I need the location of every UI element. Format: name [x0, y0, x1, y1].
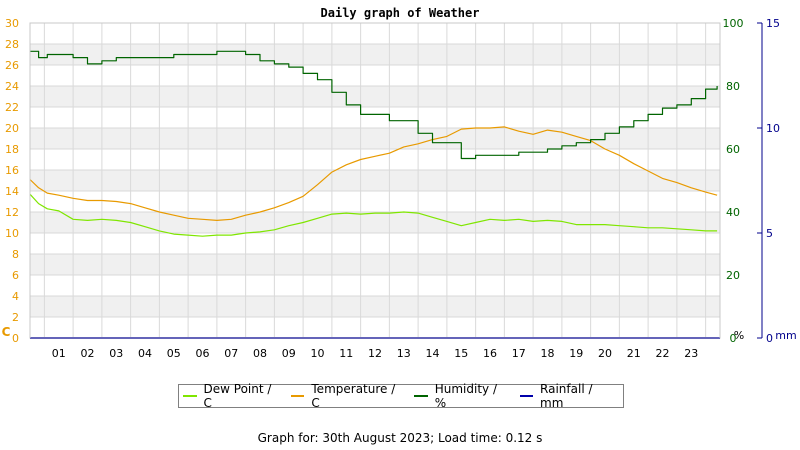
legend-swatch — [290, 395, 305, 397]
footer-status: Graph for: 30th August 2023; Load time: … — [257, 431, 543, 445]
plot-band — [30, 128, 720, 149]
mm-tick-label: 15 — [766, 17, 780, 30]
x-tick-label: 20 — [598, 347, 612, 360]
plot-band — [30, 254, 720, 275]
x-tick-label: 15 — [454, 347, 468, 360]
left-tick-label: 14 — [5, 185, 19, 198]
x-tick-label: 10 — [311, 347, 325, 360]
x-tick-label: 16 — [483, 347, 497, 360]
plot-band — [30, 86, 720, 107]
x-tick-label: 13 — [397, 347, 411, 360]
humidity-series-line — [30, 50, 718, 160]
legend-item-rainfall: Rainfall / mm — [519, 382, 617, 410]
chart-title: Daily graph of Weather — [321, 6, 480, 20]
x-tick-label: 21 — [627, 347, 641, 360]
axes-layer — [29, 22, 763, 339]
legend-label: Dew Point / C — [203, 382, 272, 410]
x-tick-label: 23 — [684, 347, 698, 360]
percent-axis-unit: % — [734, 329, 744, 342]
x-tick-label: 04 — [138, 347, 152, 360]
legend-swatch — [414, 395, 428, 397]
x-tick-label: 14 — [426, 347, 440, 360]
legend-item-humidity: Humidity / % — [414, 382, 509, 410]
plot-border — [29, 22, 721, 339]
left-tick-label: 0 — [12, 332, 19, 345]
right-tick-label: 40 — [726, 206, 740, 219]
plot-band — [30, 212, 720, 233]
left-axis-unit: C — [2, 325, 11, 339]
left-tick-label: 16 — [5, 164, 19, 177]
left-tick-label: 10 — [5, 227, 19, 240]
grid-lines — [30, 22, 720, 339]
x-tick-label: 03 — [109, 347, 123, 360]
legend-item-temperature: Temperature / C — [290, 382, 404, 410]
mm-tick-label: 10 — [766, 122, 780, 135]
left-tick-label: 26 — [5, 59, 19, 72]
right-tick-label: 0 — [730, 332, 737, 345]
right-tick-label: 100 — [723, 17, 744, 30]
legend-label: Rainfall / mm — [540, 382, 593, 410]
right-tick-label: 60 — [726, 143, 740, 156]
left-tick-label: 4 — [12, 290, 19, 303]
tick-labels: 01 02 03 04 05 06 07 08 09 10 11 12 13 14 15 16 17 18 19 20… — [2, 17, 797, 360]
legend-item-dew-point: Dew Point / C — [183, 382, 281, 410]
x-tick-label: 05 — [167, 347, 181, 360]
mm-axis-unit: mm — [775, 329, 796, 342]
x-tick-label: 01 — [52, 347, 66, 360]
left-tick-label: 8 — [12, 248, 19, 261]
x-tick-label: 18 — [541, 347, 555, 360]
x-tick-label: 12 — [368, 347, 382, 360]
right-tick-label: 80 — [726, 80, 740, 93]
legend-label: Temperature / C — [311, 382, 396, 410]
left-tick-label: 30 — [5, 17, 19, 30]
left-tick-label: 6 — [12, 269, 19, 282]
plot-background — [30, 23, 720, 338]
left-tick-label: 24 — [5, 80, 19, 93]
left-tick-label: 2 — [12, 311, 19, 324]
left-tick-label: 18 — [5, 143, 19, 156]
x-tick-label: 19 — [569, 347, 583, 360]
x-tick-label: 06 — [196, 347, 210, 360]
x-tick-label: 17 — [512, 347, 526, 360]
x-tick-label: 08 — [253, 347, 267, 360]
x-tick-label: 09 — [282, 347, 296, 360]
plot-band — [30, 44, 720, 65]
left-tick-label: 22 — [5, 101, 19, 114]
left-tick-label: 28 — [5, 38, 19, 51]
mm-tick-label: 5 — [766, 227, 773, 240]
legend-label: Humidity / % — [434, 382, 497, 410]
mm-tick-label: 0 — [766, 332, 773, 345]
x-tick-label: 02 — [81, 347, 95, 360]
plot-band — [30, 170, 720, 191]
right-tick-label: 20 — [726, 269, 740, 282]
left-tick-label: 20 — [5, 122, 19, 135]
x-tick-label: 07 — [224, 347, 238, 360]
legend-swatch — [519, 395, 534, 397]
dew-point-series-line — [29, 193, 718, 237]
plot-band — [30, 296, 720, 317]
left-tick-label: 12 — [5, 206, 19, 219]
chart-legend: Dew Point / C Temperature / C Humidity / %… — [178, 382, 624, 410]
temperature-series-line — [29, 126, 718, 221]
x-tick-label: 11 — [339, 347, 353, 360]
x-tick-label: 22 — [656, 347, 670, 360]
legend-swatch — [183, 395, 197, 397]
